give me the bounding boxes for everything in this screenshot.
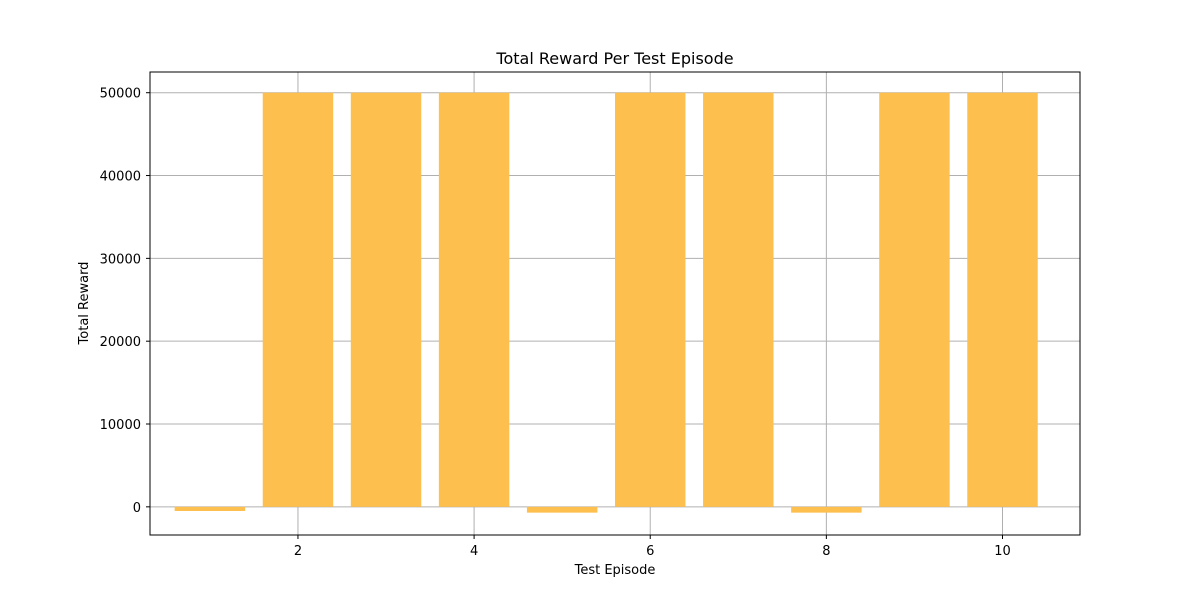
bar-episode-8 [791, 506, 862, 513]
x-axis-ticks: 2 4 6 8 10 [294, 535, 1011, 559]
bar-episode-2 [262, 92, 334, 507]
y-tick-label: 20000 [100, 335, 141, 350]
x-tick-label: 4 [470, 544, 478, 559]
y-tick-label: 30000 [100, 252, 141, 267]
bar-episode-7 [703, 92, 774, 507]
x-tick-label: 2 [294, 544, 302, 559]
bar-episode-6 [615, 92, 686, 507]
x-axis-label: Test Episode [574, 563, 656, 578]
bar-episode-10 [967, 92, 1038, 507]
bars [174, 92, 1038, 513]
y-axis-label: Total Reward [77, 262, 92, 346]
bar-episode-4 [438, 92, 510, 507]
y-tick-label: 50000 [100, 87, 141, 102]
y-tick-label: 10000 [100, 418, 141, 433]
bar-episode-5 [526, 506, 598, 513]
x-tick-label: 6 [646, 544, 654, 559]
plot-frame [149, 71, 1081, 536]
x-tick-label: 10 [994, 544, 1011, 559]
y-tick-label: 0 [133, 501, 141, 516]
y-axis-ticks: 0 10000 20000 30000 40000 50000 [100, 87, 150, 516]
x-tick-label: 8 [822, 544, 830, 559]
bar-episode-3 [350, 92, 422, 507]
y-tick-label: 40000 [100, 170, 141, 185]
bar-episode-1 [174, 506, 246, 511]
bar-episode-9 [879, 92, 950, 507]
chart-title: Total Reward Per Test Episode [495, 49, 733, 68]
